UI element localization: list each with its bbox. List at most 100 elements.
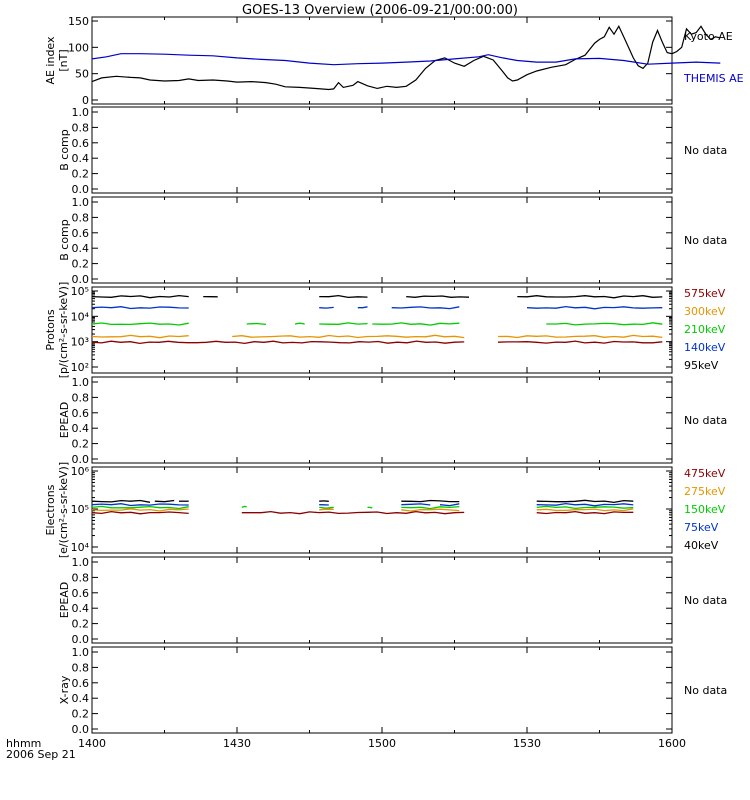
ytick-label: 0.2 bbox=[72, 438, 90, 451]
legend-entry: 275keV bbox=[684, 485, 726, 498]
panel-ylabel: X-ray bbox=[58, 675, 71, 704]
ytick-label: 0.6 bbox=[72, 137, 90, 150]
xtick-label: 1430 bbox=[223, 737, 251, 750]
legend-entry: THEMIS AE bbox=[683, 72, 744, 85]
legend-entry: 300keV bbox=[684, 305, 726, 318]
series-95keV bbox=[406, 295, 470, 298]
series-75keV bbox=[536, 502, 634, 507]
panel-ylabel: B comp bbox=[58, 129, 71, 171]
ytick-label: 0.2 bbox=[72, 168, 90, 181]
ytick-label: 0.0 bbox=[72, 633, 90, 646]
series-75keV bbox=[401, 503, 431, 506]
series-300keV bbox=[91, 334, 189, 339]
ytick-label: 50 bbox=[75, 68, 89, 81]
xtick-label: 1400 bbox=[78, 737, 106, 750]
series-275keV bbox=[536, 508, 634, 512]
ytick-label: 0.4 bbox=[72, 152, 90, 165]
panel-xray: 0.0 0.2 0.4 0.6 0.8 1.0 X-ray No data bbox=[58, 646, 727, 736]
panel-ylabel: EPEAD bbox=[58, 582, 71, 619]
series-140keV bbox=[357, 306, 368, 309]
ytick-label: 0.4 bbox=[72, 692, 90, 705]
series-140keV bbox=[526, 305, 663, 310]
ytick-label: 1.0 bbox=[72, 646, 90, 659]
series-275keV bbox=[401, 508, 460, 512]
panel-ylabel: [nT] bbox=[57, 49, 70, 71]
series-475keV bbox=[91, 510, 189, 515]
ytick-label: 1.0 bbox=[72, 106, 90, 119]
ytick-label: 0.0 bbox=[72, 453, 90, 466]
series-575keV bbox=[497, 340, 663, 344]
legend-entry: 575keV bbox=[684, 287, 726, 300]
series-150keV bbox=[536, 505, 634, 510]
no-data-label: No data bbox=[684, 234, 727, 247]
series-95keV bbox=[517, 295, 663, 299]
panel-ylabel: EPEAD bbox=[58, 402, 71, 439]
ytick-label: 10⁶ bbox=[71, 465, 90, 478]
ytick-label: 10⁵ bbox=[71, 503, 89, 516]
ytick-label: 0.4 bbox=[72, 242, 90, 255]
no-data-label: No data bbox=[684, 684, 727, 697]
ytick-label: 1.0 bbox=[72, 196, 90, 209]
ytick-label: 0.6 bbox=[72, 587, 90, 600]
panel-ylabel: [p/(cm²-s-sr-keV)] bbox=[57, 282, 70, 379]
legend-entry: 210keV bbox=[684, 323, 726, 336]
series-150keV bbox=[241, 505, 247, 509]
ytick-label: 10⁴ bbox=[71, 541, 90, 554]
ytick-label: 0.2 bbox=[72, 618, 90, 631]
series-210keV bbox=[91, 322, 189, 326]
series-140keV bbox=[391, 306, 460, 310]
no-data-label: No data bbox=[684, 594, 727, 607]
ytick-label: 10⁴ bbox=[71, 310, 90, 323]
series-140keV bbox=[91, 306, 189, 310]
x-corner-label-hhmm: hhmm bbox=[6, 737, 41, 750]
panel-protons: 10² 10³ 10⁴ 10⁵ Protons [p/(cm²-s-sr-keV)] 575… bbox=[44, 282, 726, 379]
panel-electrons: 10⁴ 10⁵ 10⁶ Electrons [e/(cm²-s-sr-keV)] 475k… bbox=[44, 462, 726, 558]
series-210keV bbox=[372, 322, 460, 326]
ytick-label: 0.8 bbox=[72, 121, 90, 134]
ytick-label: 10⁵ bbox=[71, 285, 89, 298]
series-275keV bbox=[319, 508, 334, 511]
series-300keV bbox=[232, 334, 465, 339]
ytick-label: 0.4 bbox=[72, 422, 90, 435]
ytick-label: 0.2 bbox=[72, 708, 90, 721]
series-210keV bbox=[546, 322, 663, 326]
panel-frame bbox=[91, 106, 673, 194]
series-75keV bbox=[91, 503, 189, 507]
series-475keV bbox=[241, 510, 465, 515]
series-150keV bbox=[319, 506, 334, 509]
series-kyoto-ae bbox=[91, 25, 721, 91]
panel-ylabel: B comp bbox=[58, 219, 71, 261]
series-150keV bbox=[367, 506, 373, 509]
panel-frame bbox=[91, 286, 673, 374]
series-95keV bbox=[319, 294, 368, 299]
panel-frame bbox=[91, 376, 673, 464]
series-140keV bbox=[319, 306, 334, 309]
series-150keV bbox=[91, 505, 189, 510]
panel-ylabel: AE index bbox=[44, 36, 57, 85]
series-95keV bbox=[91, 294, 189, 299]
xtick-label: 1600 bbox=[658, 737, 686, 750]
panel-frame bbox=[91, 646, 673, 734]
ytick-label: 1.0 bbox=[72, 556, 90, 569]
ytick-label: 0.8 bbox=[72, 571, 90, 584]
panel-frame bbox=[91, 196, 673, 284]
series-300keV bbox=[497, 334, 663, 339]
figure-title: GOES-13 Overview (2006-09-21/00:00:00) bbox=[242, 3, 518, 18]
series-210keV bbox=[294, 322, 305, 325]
series-575keV bbox=[91, 340, 465, 345]
series-150keV bbox=[401, 505, 460, 510]
series-40keV bbox=[91, 499, 151, 503]
panel-frame bbox=[91, 556, 673, 644]
series-210keV bbox=[319, 322, 368, 325]
legend-entry: 475keV bbox=[684, 467, 726, 480]
series-275keV bbox=[91, 508, 189, 512]
legend-entry: 75keV bbox=[684, 521, 719, 534]
ytick-label: 150 bbox=[68, 15, 89, 28]
series-475keV bbox=[536, 510, 634, 515]
ytick-label: 0.0 bbox=[72, 723, 90, 736]
